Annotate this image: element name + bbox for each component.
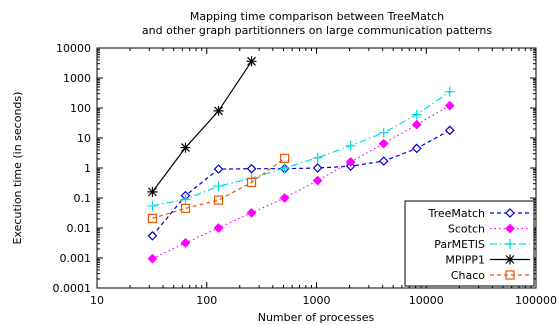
series-line: [152, 157, 285, 219]
legend-entry: ParMETIS: [434, 238, 530, 251]
legend-label: Chaco: [451, 269, 485, 282]
x-tick-label: 100000: [515, 294, 557, 307]
data-point: [444, 86, 455, 97]
y-tick-label: 0.001: [60, 252, 92, 265]
series-line: [152, 91, 451, 207]
legend-entry: Scotch: [448, 223, 530, 236]
data-point: [213, 223, 224, 233]
legend-entry: Chaco: [451, 269, 530, 282]
data-point: [411, 119, 422, 130]
legend-label: Scotch: [448, 223, 485, 236]
chart-title-line-2: and other graph partitionners on large c…: [142, 24, 492, 37]
data-point: [378, 156, 389, 166]
data-point: [246, 177, 257, 188]
data-point: [147, 200, 158, 211]
legend-marker: [505, 239, 515, 249]
legend-marker: [505, 254, 515, 265]
legend-marker: [505, 223, 515, 234]
data-point: [411, 143, 422, 154]
legend-entry: TreeMatch: [428, 207, 530, 220]
x-tick-label: 10: [90, 294, 104, 307]
series-line: [151, 60, 253, 193]
chart-title-line-1: Mapping time comparison between TreeMatc…: [190, 10, 444, 23]
x-axis-label: Number of processes: [258, 311, 375, 324]
series-mpipp1: [147, 56, 257, 197]
y-tick-label: 100: [70, 102, 91, 115]
data-point: [246, 163, 257, 174]
legend-marker: [505, 208, 515, 218]
series-scotch: [147, 100, 455, 264]
data-point: [147, 230, 158, 241]
data-point: [444, 125, 455, 136]
data-point: [444, 100, 455, 111]
data-point: [147, 213, 158, 223]
y-axis-label: Execution time (in seconds): [11, 92, 24, 245]
series-line: [152, 105, 451, 260]
axis-ticks: 10 100 1000 10000 100000 0.0001 0.001 0.01 0.1 1 1…: [53, 42, 558, 307]
y-tick-label: 0.0001: [53, 282, 92, 295]
data-point: [147, 253, 158, 264]
y-tick-label: 10000: [56, 42, 91, 55]
data-point: [180, 203, 191, 214]
data-point: [312, 152, 323, 163]
legend-entry: MPIPP1: [445, 254, 530, 267]
data-point: [246, 56, 257, 67]
data-point: [147, 186, 158, 197]
y-tick-label: 0.1: [74, 192, 92, 205]
legend: TreeMatch Scotch ParMETIS MPIPP1 Chaco: [404, 200, 535, 287]
series-chaco: [147, 153, 290, 223]
y-tick-label: 1: [84, 162, 91, 175]
data-point: [246, 207, 257, 218]
x-tick-label: 100: [196, 294, 217, 307]
data-point: [213, 195, 224, 205]
data-point: [180, 237, 191, 248]
x-tick-label: 10000: [409, 294, 444, 307]
data-point: [213, 105, 224, 116]
legend-marker: [505, 270, 515, 280]
data-point: [180, 194, 191, 205]
data-point: [345, 157, 356, 167]
data-point: [411, 109, 422, 120]
data-point: [279, 163, 290, 173]
data-point: [279, 193, 290, 203]
data-point: [378, 127, 389, 138]
data-point: [213, 164, 224, 174]
data-point: [279, 153, 290, 163]
series-line: [151, 129, 451, 237]
data-point: [345, 140, 356, 151]
legend-label: MPIPP1: [445, 254, 485, 267]
series-layer: [147, 56, 455, 264]
legend-label: TreeMatch: [428, 207, 486, 220]
series-parmetis: [147, 86, 455, 211]
y-tick-label: 1000: [63, 72, 91, 85]
x-tick-label: 1000: [303, 294, 331, 307]
data-point: [180, 142, 191, 153]
data-point: [312, 163, 323, 173]
legend-label: ParMETIS: [434, 238, 485, 251]
data-point: [213, 181, 224, 192]
data-point: [312, 175, 323, 186]
y-tick-label: 0.01: [67, 222, 92, 235]
data-point: [378, 138, 389, 149]
y-tick-label: 10: [77, 132, 91, 145]
